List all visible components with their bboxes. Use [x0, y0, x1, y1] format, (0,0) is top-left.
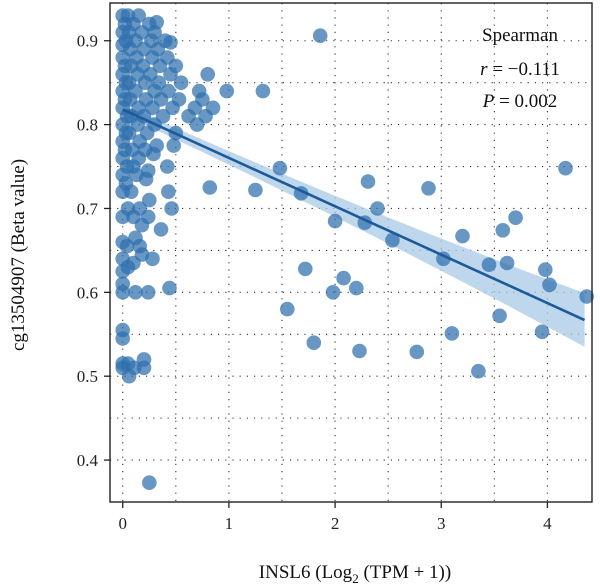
data-point: [115, 285, 130, 300]
x-tick-label: 0: [118, 514, 127, 533]
y-axis-title: cg13504907 (Beta value): [8, 159, 29, 351]
data-point: [579, 289, 594, 304]
x-tick-label: 3: [437, 514, 446, 533]
x-axis-title: INSL6 (Log2 (TPM + 1)): [259, 562, 451, 586]
data-point: [200, 67, 215, 82]
data-point: [499, 255, 515, 271]
data-point: [219, 83, 235, 99]
fit-line: [122, 108, 586, 322]
x-axis-title-subscript: 2: [352, 571, 359, 586]
data-point: [455, 228, 470, 244]
data-point: [171, 92, 187, 107]
annotation-p-label: P: [482, 91, 495, 112]
data-point: [166, 138, 181, 153]
data-point: [471, 363, 486, 379]
data-point: [142, 192, 157, 208]
x-tick-label: 1: [225, 514, 234, 533]
y-tick-label: 0.5: [77, 367, 98, 386]
data-point: [153, 222, 169, 237]
data-point: [140, 209, 156, 225]
data-point: [140, 285, 156, 300]
data-point: [421, 181, 436, 196]
data-point: [492, 308, 507, 324]
x-axis-title-main: INSL6 (Log: [259, 562, 353, 583]
y-tick-label: 0.8: [77, 116, 98, 135]
data-point: [161, 184, 176, 199]
data-point: [534, 324, 550, 340]
data-point: [336, 270, 351, 286]
data-point: [306, 335, 322, 351]
data-point: [542, 277, 557, 293]
data-point: [558, 160, 573, 176]
data-point: [312, 28, 328, 43]
data-point: [495, 223, 511, 238]
x-tick-label: 2: [331, 514, 340, 533]
ci-band: [122, 104, 585, 347]
data-point: [128, 83, 143, 99]
data-point: [352, 343, 367, 359]
annotation-p-value: = 0.002: [494, 91, 557, 112]
data-point: [149, 14, 164, 30]
data-point: [248, 182, 263, 198]
annotation-method: Spearman: [482, 25, 558, 46]
data-point: [327, 213, 343, 229]
data-point: [164, 201, 179, 216]
y-tick-label: 0.6: [77, 283, 98, 302]
data-point: [115, 331, 130, 346]
annotation-r-value: = −0.111: [488, 59, 560, 80]
regression-line: [122, 108, 586, 322]
data-point: [142, 475, 157, 491]
data-point: [138, 171, 154, 187]
data-point: [131, 8, 146, 23]
data-point: [151, 75, 167, 90]
data-point: [280, 301, 295, 317]
data-point: [162, 280, 177, 296]
data-point: [325, 285, 341, 300]
data-point: [272, 160, 288, 176]
data-point: [481, 257, 497, 273]
y-tick-label: 0.4: [77, 451, 99, 470]
grid-lines: [110, 3, 592, 502]
annotation-p: P = 0.002: [482, 91, 558, 112]
data-point: [444, 326, 460, 341]
data-point: [168, 58, 184, 74]
y-axis-ticks: 0.4 0.5 0.6 0.7 0.8 0.9: [77, 32, 110, 470]
data-point: [360, 174, 376, 189]
data-point: [163, 35, 178, 50]
data-point: [173, 75, 189, 90]
data-point: [123, 184, 139, 199]
x-tick-label: 4: [543, 514, 552, 533]
data-points: [115, 8, 594, 491]
plot-frame: [109, 2, 593, 503]
data-point: [255, 83, 271, 99]
annotation-r-label: r: [480, 59, 488, 80]
x-axis-ticks: 0 1 2 3 4: [118, 502, 552, 533]
data-point: [205, 100, 221, 116]
data-point: [385, 233, 400, 248]
data-point: [155, 108, 171, 124]
data-point: [191, 83, 207, 99]
annotation-r: r = −0.111: [480, 59, 560, 80]
y-tick-label: 0.9: [77, 32, 98, 51]
confidence-band: [122, 104, 585, 347]
data-point: [146, 146, 161, 162]
x-axis-title-tail: (TPM + 1)): [359, 562, 452, 583]
data-point: [538, 262, 553, 278]
data-point: [349, 280, 364, 296]
data-point: [128, 285, 143, 300]
data-point: [160, 159, 175, 174]
data-point: [145, 251, 160, 267]
y-tick-label: 0.7: [77, 199, 99, 218]
data-point: [136, 360, 152, 376]
data-point: [370, 201, 385, 216]
stats-annotation: Spearman r = −0.111 P = 0.002: [480, 25, 560, 112]
data-point: [409, 344, 425, 360]
data-point: [508, 210, 523, 225]
data-point: [298, 261, 313, 277]
data-point: [161, 83, 176, 99]
data-point: [202, 180, 218, 195]
